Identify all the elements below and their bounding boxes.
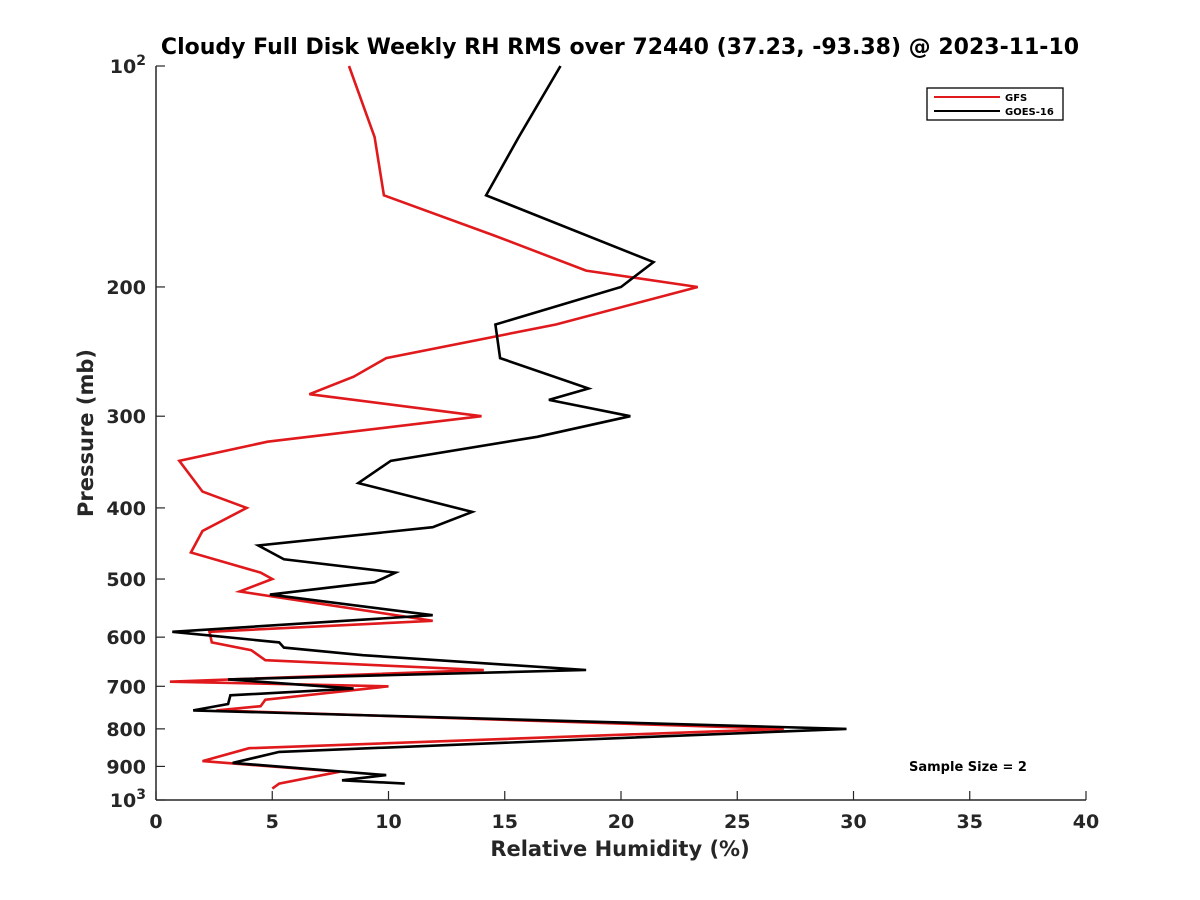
y-tick-label: 800 [106, 719, 146, 741]
legend-label-goes16: GOES-16 [1005, 107, 1054, 118]
chart-title: Cloudy Full Disk Weekly RH RMS over 7244… [161, 35, 1079, 60]
ticks-layer: 0 5 10 15 20 25 30 35 40 102 200 300 400 500 600 700 800… [106, 53, 1099, 833]
y-tick-label: 200 [106, 277, 146, 299]
x-tick-label: 35 [957, 811, 983, 833]
y-tick-label: 600 [106, 627, 146, 649]
y-tick-label: 400 [106, 498, 146, 520]
x-axis-label: Relative Humidity (%) [490, 837, 749, 861]
y-tick-label: 102 [110, 53, 146, 78]
y-tick-label: 300 [106, 406, 146, 428]
x-tick-label: 0 [149, 811, 162, 833]
x-tick-label: 20 [608, 811, 634, 833]
legend: GFS GOES-16 [926, 87, 1064, 121]
y-tick-label: 900 [106, 756, 146, 778]
y-axis-label: Pressure (mb) [74, 349, 98, 517]
x-tick-label: 15 [492, 811, 518, 833]
sample-size-annotation: Sample Size = 2 [909, 760, 1027, 775]
x-tick-label: 10 [375, 811, 401, 833]
legend-label-gfs: GFS [1005, 93, 1027, 104]
x-tick-label: 5 [266, 811, 279, 833]
x-tick-label: 25 [724, 811, 750, 833]
x-tick-label: 30 [840, 811, 866, 833]
series-layer [169, 65, 847, 790]
y-tick-label: 500 [106, 569, 146, 591]
y-tick-label: 700 [106, 676, 146, 698]
x-tick-label: 40 [1073, 811, 1099, 833]
legend-box [926, 87, 1064, 121]
series-line-goes16 [172, 65, 847, 785]
y-tick-label: 103 [110, 787, 146, 812]
